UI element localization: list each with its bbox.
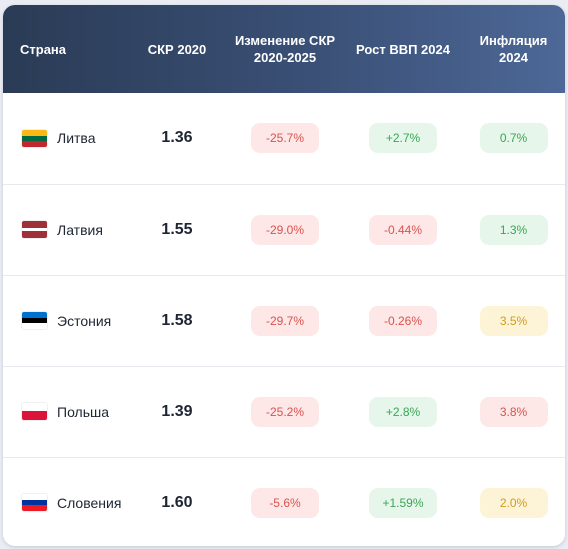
skr-cell: 1.60 — [128, 456, 226, 546]
change-cell: -29.0% — [226, 183, 344, 275]
skr-cell: 1.36 — [128, 93, 226, 184]
change-badge: -25.2% — [251, 396, 319, 427]
skr-value: 1.58 — [161, 311, 193, 329]
gdp-cell: -0.26% — [344, 274, 462, 366]
countries-table: Страна СКР 2020 Изменение СКР 2020-2025 … — [3, 5, 565, 546]
change-cell: -29.7% — [226, 274, 344, 366]
gdp-cell: +2.8% — [344, 365, 462, 457]
data-table-card: Страна СКР 2020 Изменение СКР 2020-2025 … — [3, 5, 565, 546]
skr-value: 1.39 — [161, 402, 193, 420]
inflation-badge: 3.8% — [479, 396, 548, 427]
inflation-badge: 0.7% — [479, 123, 548, 154]
gdp-cell: +1.59% — [344, 456, 462, 546]
header-skr: СКР 2020 — [147, 41, 207, 57]
table-body: Литва 1.36 -25.7% +2.7% 0.7% Латвия 1.55… — [3, 93, 565, 546]
inflation-badge: 3.5% — [479, 305, 548, 336]
skr-cell: 1.55 — [128, 183, 226, 275]
gdp-badge: +2.8% — [369, 396, 437, 427]
table-header: Страна СКР 2020 Изменение СКР 2020-2025 … — [3, 5, 565, 93]
table-row: Польша 1.39 -25.2% +2.8% 3.8% — [3, 365, 565, 457]
header-country: Страна — [20, 41, 67, 57]
table-row: Словения 1.60 -5.6% +1.59% 2.0% — [3, 456, 565, 546]
estonia-flag-icon — [22, 311, 47, 329]
country-name: Латвия — [57, 221, 103, 238]
skr-value: 1.60 — [161, 493, 193, 511]
poland-flag-icon — [22, 402, 47, 420]
country-name: Литва — [57, 130, 96, 147]
latvia-flag-icon — [22, 220, 47, 238]
slovenia-flag-icon — [22, 494, 47, 512]
gdp-badge: -0.44% — [369, 214, 437, 245]
gdp-badge: -0.26% — [369, 305, 437, 336]
inflation-cell: 0.7% — [462, 93, 565, 184]
country-name: Эстония — [57, 312, 112, 329]
inflation-cell: 2.0% — [462, 456, 565, 546]
inflation-badge: 1.3% — [479, 214, 548, 245]
skr-value: 1.55 — [161, 220, 193, 238]
inflation-cell: 3.5% — [462, 274, 565, 366]
inflation-cell: 1.3% — [462, 183, 565, 275]
skr-value: 1.36 — [161, 129, 193, 147]
gdp-badge: +1.59% — [369, 487, 437, 518]
inflation-cell: 3.8% — [462, 365, 565, 457]
country-cell: Словения — [3, 456, 128, 546]
change-cell: -5.6% — [226, 456, 344, 546]
lithuania-flag-icon — [22, 129, 47, 147]
change-badge: -25.7% — [251, 123, 319, 154]
header-gdp: Рост ВВП 2024 — [356, 41, 450, 57]
gdp-cell: +2.7% — [344, 93, 462, 184]
skr-cell: 1.39 — [128, 365, 226, 457]
change-badge: -29.7% — [251, 305, 319, 336]
header-row: Страна СКР 2020 Изменение СКР 2020-2025 … — [3, 5, 565, 93]
table-row: Литва 1.36 -25.7% +2.7% 0.7% — [3, 93, 565, 184]
change-badge: -29.0% — [251, 214, 319, 245]
country-cell: Латвия — [3, 183, 128, 275]
country-cell: Польша — [3, 365, 128, 457]
inflation-badge: 2.0% — [479, 487, 548, 518]
header-change: Изменение СКР 2020-2025 — [234, 33, 336, 65]
table-row: Латвия 1.55 -29.0% -0.44% 1.3% — [3, 183, 565, 275]
gdp-badge: +2.7% — [369, 123, 437, 154]
skr-cell: 1.58 — [128, 274, 226, 366]
change-cell: -25.7% — [226, 93, 344, 184]
country-cell: Эстония — [3, 274, 128, 366]
change-badge: -5.6% — [251, 487, 319, 518]
country-name: Польша — [57, 403, 110, 420]
country-name: Словения — [57, 494, 122, 511]
change-cell: -25.2% — [226, 365, 344, 457]
table-row: Эстония 1.58 -29.7% -0.26% 3.5% — [3, 274, 565, 366]
country-cell: Литва — [3, 93, 128, 184]
header-inflation: Инфляция 2024 — [479, 33, 548, 65]
gdp-cell: -0.44% — [344, 183, 462, 275]
